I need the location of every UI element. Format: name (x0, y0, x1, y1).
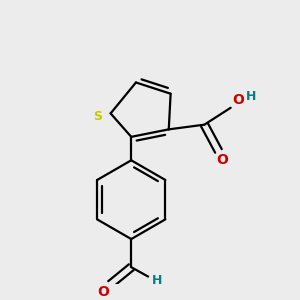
Text: S: S (93, 110, 102, 123)
Text: H: H (152, 274, 163, 287)
Text: H: H (246, 90, 256, 103)
Text: O: O (216, 153, 228, 167)
Text: O: O (97, 285, 109, 298)
Text: O: O (232, 93, 244, 107)
